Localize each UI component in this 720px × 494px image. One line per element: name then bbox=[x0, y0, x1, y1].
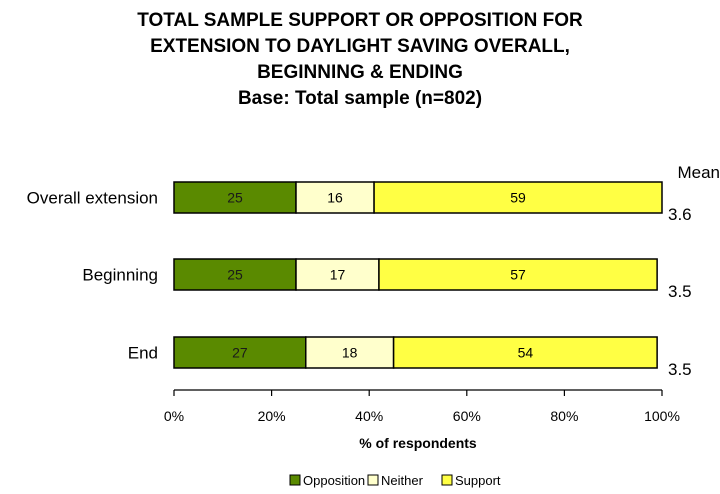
category-label: Beginning bbox=[82, 266, 158, 285]
bar-segment-neither bbox=[295, 181, 375, 214]
data-label: 25 bbox=[227, 190, 243, 206]
mean-header: Mean bbox=[677, 163, 720, 182]
chart-subtitle: Base: Total sample (n=802) bbox=[237, 88, 483, 109]
data-label: 18 bbox=[342, 345, 358, 361]
data-label: 59 bbox=[510, 190, 526, 206]
data-label: 17 bbox=[330, 267, 346, 283]
chart-title-line-1: TOTAL SAMPLE SUPPORT OR OPPOSITION FOR bbox=[137, 10, 583, 31]
bar-segment-neither bbox=[305, 336, 395, 369]
chart-title: TOTAL SAMPLE SUPPORT OR OPPOSITION FOR E… bbox=[0, 8, 720, 112]
data-label: 27 bbox=[232, 345, 248, 361]
bar-segment-support bbox=[373, 181, 663, 214]
bar-segment-neither bbox=[295, 258, 380, 291]
x-axis-title: % of respondents bbox=[359, 435, 477, 451]
legend-label: Opposition bbox=[303, 473, 365, 488]
chart-title-line-3: BEGINNING & ENDING bbox=[257, 62, 463, 83]
category-label: End bbox=[128, 344, 158, 363]
legend-swatch-support bbox=[441, 474, 453, 486]
bar-segment-opposition bbox=[173, 336, 307, 369]
legend-label: Support bbox=[455, 473, 501, 488]
x-tick-label: 80% bbox=[550, 408, 578, 424]
mean-value: 3.6 bbox=[668, 205, 692, 224]
x-tick-label: 20% bbox=[258, 408, 286, 424]
x-tick-label: 60% bbox=[453, 408, 481, 424]
legend-swatch-neither bbox=[367, 474, 379, 486]
x-tick-label: 40% bbox=[355, 408, 383, 424]
chart-title-line-2: EXTENSION TO DAYLIGHT SAVING OVERALL, bbox=[150, 36, 570, 57]
bar-segment-support bbox=[392, 336, 658, 369]
data-label: 57 bbox=[510, 267, 526, 283]
x-tick-label: 100% bbox=[644, 408, 680, 424]
legend-swatch-opposition bbox=[289, 474, 301, 486]
data-label: 25 bbox=[227, 267, 243, 283]
data-label: 54 bbox=[518, 345, 534, 361]
legend-label: Neither bbox=[381, 473, 424, 488]
data-label: 16 bbox=[327, 190, 343, 206]
bar-segment-support bbox=[378, 258, 658, 291]
category-label: Overall extension bbox=[27, 189, 158, 208]
x-tick-label: 0% bbox=[164, 408, 184, 424]
mean-value: 3.5 bbox=[668, 360, 692, 379]
mean-value: 3.5 bbox=[668, 282, 692, 301]
